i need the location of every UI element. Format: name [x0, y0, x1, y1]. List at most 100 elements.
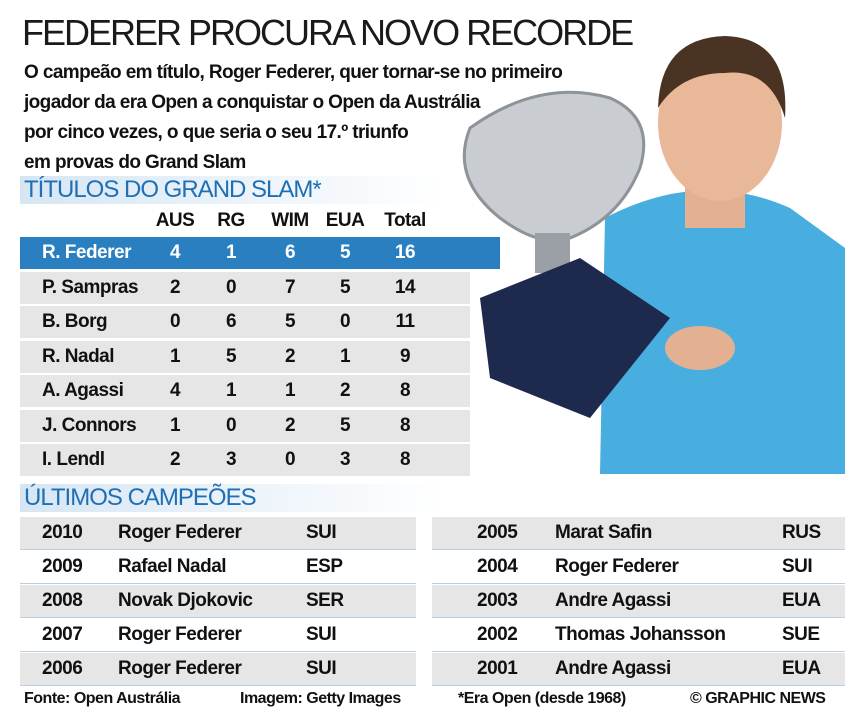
title-count: 8 [399, 380, 411, 401]
year: 2010 [42, 522, 83, 543]
champion-row [20, 619, 416, 652]
year: 2006 [42, 658, 83, 679]
column-header: AUS [155, 210, 195, 231]
country: EUA [782, 658, 821, 679]
year: 2008 [42, 590, 83, 611]
title-count: 4 [169, 380, 181, 401]
country: SER [306, 590, 344, 611]
note: *Era Open (desde 1968) [458, 690, 626, 707]
title-count: 2 [169, 276, 181, 298]
title-count: 6 [225, 311, 237, 332]
player-name: J. Connors [42, 414, 137, 436]
champion-row [432, 551, 845, 584]
source: Fonte: Open Austrália [24, 690, 181, 707]
title-count: 9 [399, 345, 411, 367]
year: 2001 [477, 658, 518, 679]
year: 2007 [42, 624, 83, 645]
title-count: 5 [339, 276, 351, 298]
champions-heading: ÚLTIMOS CAMPEÕES [20, 484, 444, 512]
row [20, 375, 470, 407]
title-count: 2 [339, 380, 351, 401]
year: 2005 [477, 522, 518, 543]
champion-row [432, 517, 845, 550]
champion-name: Novak Djokovic [118, 590, 253, 611]
title-count: 1 [284, 380, 296, 401]
row [20, 271, 470, 304]
champion-name: Thomas Johansson [555, 624, 726, 645]
title: FEDERER PROCURA NOVO RECORDE [22, 12, 634, 53]
title-count: 5 [339, 242, 351, 263]
champion-name: Roger Federer [118, 624, 242, 645]
column-header: Total [384, 210, 426, 231]
champion-row [432, 619, 845, 652]
title-count: 1 [225, 380, 237, 401]
column-header: EUA [325, 210, 365, 231]
champion-row [432, 585, 845, 618]
country: SUI [306, 658, 337, 679]
title-count: 1 [169, 414, 181, 436]
intro-line: por cinco vezes, o que seria o seu 17.º … [24, 122, 409, 143]
column-header: RG [217, 210, 245, 231]
country: SUE [782, 624, 820, 645]
player-name: I. Lendl [42, 449, 105, 470]
champion-name: Roger Federer [555, 556, 679, 577]
title-count: 2 [284, 414, 296, 436]
trophy-cup [462, 90, 646, 242]
champion-name: Roger Federer [118, 522, 242, 543]
title-count: 1 [339, 345, 351, 367]
country: SUI [306, 624, 337, 645]
title-count: 14 [394, 276, 416, 298]
title-count: 6 [284, 242, 296, 263]
player-name: R. Nadal [42, 345, 115, 367]
title-count: 8 [399, 414, 411, 436]
image-credit: Imagem: Getty Images [240, 690, 401, 707]
champion-name: Andre Agassi [555, 590, 671, 611]
country: SUI [782, 556, 813, 577]
photo [462, 36, 845, 474]
country: EUA [782, 590, 821, 611]
champion-row [20, 517, 416, 550]
country: RUS [782, 522, 821, 543]
hand [665, 326, 735, 370]
champion-row [20, 551, 416, 584]
row [20, 409, 470, 442]
champion-row [432, 653, 845, 686]
title-count: 0 [225, 414, 237, 436]
intro-line: jogador da era Open a conquistar o Open … [24, 92, 480, 113]
title-count: 1 [225, 242, 237, 263]
title-count: 3 [225, 449, 237, 470]
player-name: A. Agassi [42, 380, 124, 401]
country: ESP [306, 556, 343, 577]
player-name: R. Federer [42, 242, 131, 263]
face [658, 45, 782, 201]
title-count: 0 [169, 311, 181, 332]
title-count: 0 [225, 276, 237, 298]
trophy-base [480, 258, 670, 418]
titles-heading: TÍTULOS DO GRAND SLAM* [20, 176, 444, 204]
title-count: 2 [169, 449, 181, 470]
title-count: 2 [284, 345, 296, 367]
title-count: 0 [284, 449, 296, 470]
champion-row [20, 653, 416, 686]
title-count: 8 [399, 449, 411, 470]
champion-name: Marat Safin [555, 522, 652, 543]
title-count: 7 [284, 276, 296, 298]
champion-name: Andre Agassi [555, 658, 671, 679]
title-count: 1 [169, 345, 181, 367]
row [20, 340, 470, 373]
title-count: 5 [225, 345, 237, 367]
title-count: 0 [339, 311, 351, 332]
country: SUI [306, 522, 337, 543]
intro-line: em provas do Grand Slam [24, 152, 246, 173]
title-count: 3 [339, 449, 351, 470]
title-count: 16 [394, 242, 416, 263]
champion-name: Rafael Nadal [118, 556, 227, 577]
intro-line: O campeão em título, Roger Federer, quer… [24, 62, 563, 83]
year: 2009 [42, 556, 83, 577]
title-count: 5 [284, 311, 296, 332]
champion-row [20, 585, 416, 618]
year: 2002 [477, 624, 518, 645]
title-count: 4 [169, 242, 181, 263]
row [20, 306, 470, 338]
